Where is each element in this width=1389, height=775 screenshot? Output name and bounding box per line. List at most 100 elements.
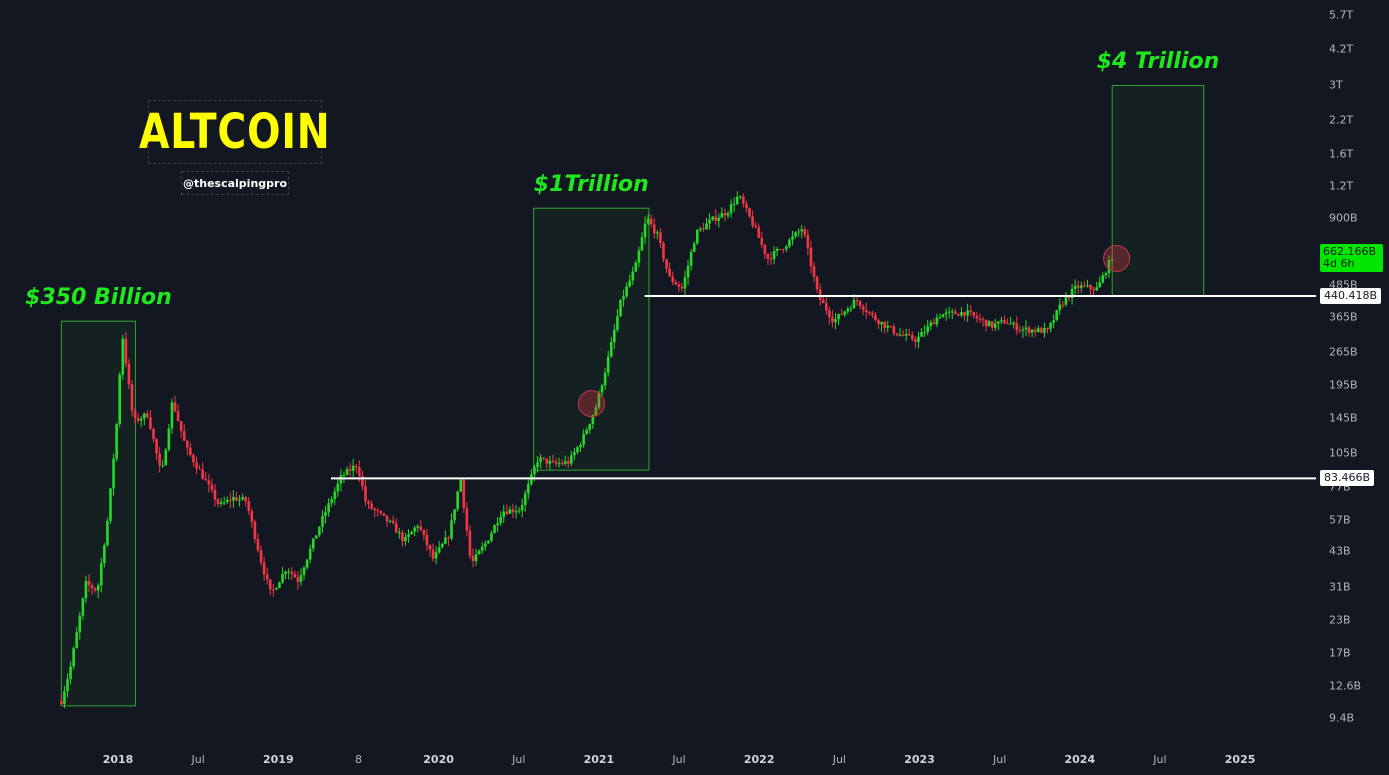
candle-body (1006, 323, 1009, 325)
candle-body (293, 573, 297, 578)
candle-body (625, 286, 628, 297)
candle-body (373, 508, 377, 511)
candle-body (806, 234, 810, 248)
candle-body (1036, 328, 1040, 332)
x-tick-label: 2022 (743, 753, 775, 766)
y-tick-label: 57B (1329, 513, 1351, 527)
candle-body (548, 460, 552, 464)
candle-body (428, 545, 432, 550)
candle-body (539, 457, 542, 463)
candle-body (886, 325, 890, 328)
candle-body (554, 461, 558, 464)
candle-body (213, 489, 217, 500)
x-tick-label: Jul (832, 753, 846, 766)
candle-body (173, 402, 177, 412)
candle-body (677, 284, 681, 287)
candle-body (868, 312, 871, 314)
candle-body (800, 229, 804, 232)
candle-body (305, 559, 309, 568)
candle-body (354, 465, 358, 468)
candle-body (631, 271, 635, 281)
candle-body (1076, 285, 1080, 288)
candle-body (585, 430, 588, 434)
candle-body (674, 281, 678, 285)
x-tick-label: 2020 (423, 753, 454, 766)
candle-body (1110, 259, 1114, 261)
candle-body (447, 537, 450, 539)
candle-body (336, 483, 340, 492)
candle-body (695, 229, 699, 244)
candle-body (465, 508, 469, 531)
candle-body (1107, 260, 1111, 274)
candle-body (456, 491, 459, 510)
candle-body (742, 196, 745, 204)
candle-body (732, 204, 736, 206)
candle-body (1043, 328, 1046, 333)
x-tick-label: 2025 (1224, 753, 1256, 766)
candle-body (646, 218, 650, 224)
y-tick-label: 195B (1329, 378, 1358, 392)
candle-body (757, 227, 761, 238)
candle-body (66, 679, 69, 692)
candle-body (963, 312, 966, 316)
candle-body (714, 216, 718, 221)
x-tick-label: 2018 (102, 753, 134, 766)
candle-body (72, 648, 75, 667)
candle-body (219, 502, 223, 505)
candle-body (849, 308, 853, 310)
candle-body (434, 552, 438, 559)
candle-body (904, 334, 908, 336)
candle-body (351, 465, 355, 471)
candle-body (404, 537, 407, 542)
candle-body (394, 523, 398, 533)
candle-body (1055, 310, 1059, 321)
candle-body (81, 598, 85, 616)
candle-body (791, 236, 794, 240)
candle-body (772, 250, 776, 260)
candle-body (941, 314, 945, 318)
candle-body (146, 413, 149, 418)
candle-body (152, 428, 155, 440)
candle-body (379, 511, 383, 514)
candle-body (192, 454, 195, 463)
candle-body (1089, 285, 1092, 289)
candle-body (997, 321, 1000, 324)
candle-body (133, 410, 137, 418)
candle-body (136, 417, 140, 421)
candle-body (480, 546, 484, 551)
candle-body (705, 223, 708, 230)
candle-body (186, 440, 189, 448)
current-price-tag: 662.166B 4d 6h (1320, 244, 1383, 272)
candle-body (348, 469, 352, 471)
candle-body (665, 259, 668, 269)
candle-body (496, 523, 499, 526)
candle-body (391, 520, 395, 524)
candle-body (262, 562, 266, 575)
candle-body (250, 510, 254, 522)
candle-body (235, 496, 238, 501)
candle-body (241, 497, 244, 500)
candle-body (628, 280, 631, 287)
candle-body (699, 228, 702, 230)
candle-body (342, 474, 346, 476)
candle-body (1058, 304, 1062, 311)
y-tick-label: 1.2T (1329, 179, 1354, 193)
candle-body (812, 266, 816, 277)
candle-body (210, 484, 214, 490)
candle-body (754, 225, 757, 228)
candle-body (947, 311, 951, 313)
candle-body (419, 526, 423, 530)
candle-body (821, 299, 825, 304)
y-tick-label: 23B (1329, 613, 1351, 627)
y-tick-label: 105B (1329, 446, 1358, 460)
zone-label: $1Trillion (533, 172, 649, 198)
candle-body (738, 196, 742, 198)
candle-body (345, 469, 349, 475)
candle-body (155, 439, 158, 454)
candle-body (244, 497, 247, 502)
candle-body (401, 532, 404, 542)
candle-body (1067, 297, 1071, 299)
level-price-tag: 440.418B (1320, 287, 1382, 304)
candle-body (803, 229, 807, 235)
candle-body (179, 420, 183, 431)
